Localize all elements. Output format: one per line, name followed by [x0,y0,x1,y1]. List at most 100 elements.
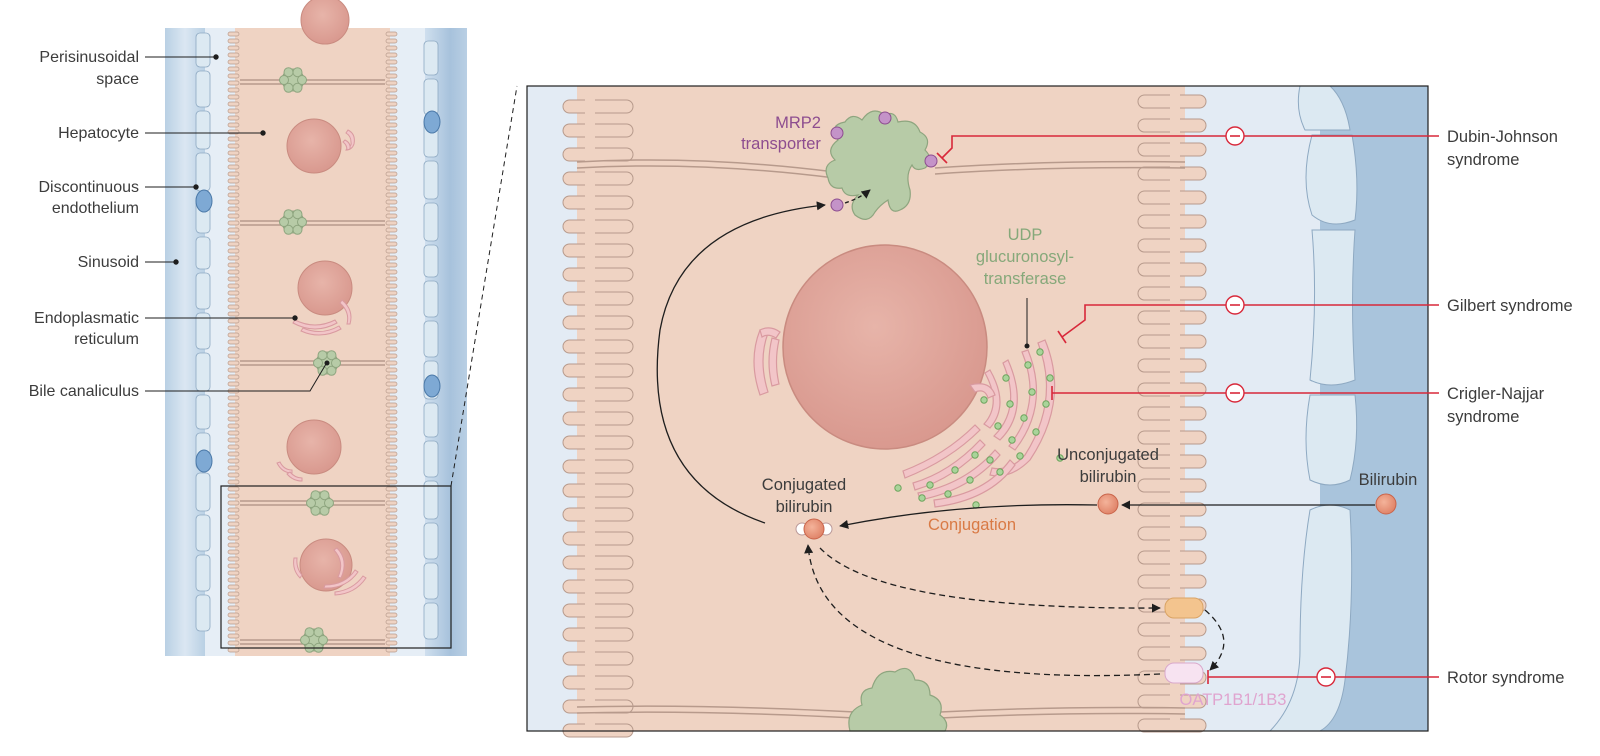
microvillus [227,626,240,632]
endothelial-cell [423,562,439,600]
endothelial-nucleus [195,449,213,473]
endothelial-cell [423,602,439,640]
ugt-enzyme [966,476,974,484]
inhibition-symbols [1225,126,1336,687]
microvillus [562,507,634,522]
microvillus [562,291,634,306]
endothelial-cell [195,394,211,430]
hepatocyte-nucleus [286,419,342,475]
microvillus [385,577,398,583]
microvillus [227,360,240,366]
microvillus [385,535,398,541]
left-panel: Perisinusoidal space Hepatocyte Disconti… [29,0,518,656]
mrp2-transporters [830,111,938,212]
ugt-enzyme [1008,436,1016,444]
microvillus [227,115,240,121]
mrp2-export-arrow [844,189,871,204]
microvillus [385,409,398,415]
ugt-enzyme [1032,428,1040,436]
canaliculus-lobe [297,217,307,227]
label-hepatocyte: Hepatocyte [58,125,139,142]
microvillus [227,304,240,310]
label-unconjugated-2: bilirubin [1080,468,1137,486]
microvillus [385,45,398,51]
microvillus [385,52,398,58]
microvillus [385,507,398,513]
microvillus [227,94,240,100]
microvillus [385,80,398,86]
endothelial-cell [423,480,439,520]
microvillus [385,633,398,639]
microvillus [227,423,240,429]
microvillus [562,579,634,594]
microvillus [385,605,398,611]
microvillus [227,570,240,576]
microvillus [385,101,398,107]
hepatocyte-nucleus [300,0,350,45]
canaliculus-lobe [310,505,321,516]
microvillus [227,640,240,646]
endothelial-nucleus [423,110,441,134]
ugt-enzyme [1020,414,1028,422]
microvillus [385,563,398,569]
microvillus [227,150,240,156]
endoplasmic-reticulum [753,327,1056,508]
efflux-transporter [1164,597,1204,619]
microvillus [227,619,240,625]
oatp-transporter [1164,662,1204,684]
microvillus [385,479,398,485]
microvillus [385,570,398,576]
to-canaliculus-arrow [656,201,826,524]
microvillus [227,248,240,254]
ugt-pointer-dot [1024,343,1030,349]
microvillus [227,521,240,527]
microvillus [227,38,240,44]
ugt-enzyme [980,396,988,404]
microvillus [227,612,240,618]
microvillus [227,311,240,317]
microvillus [385,528,398,534]
canaliculus-lobe [292,82,303,93]
microvillus [227,185,240,191]
endothelial-cell [195,514,211,552]
label-udp-2: glucuronosyl- [976,248,1074,266]
label-bile-canaliculus: Bile canaliculus [29,383,139,400]
ugt-enzyme [994,422,1002,430]
canaliculus-lobe [283,209,294,220]
microvillus [227,395,240,401]
microvillus [227,213,240,219]
microvillus [385,192,398,198]
reuptake-dashed-arrow [804,544,1161,677]
microvillus [385,171,398,177]
microvillus [385,248,398,254]
microvillus [562,147,634,162]
microvillus [385,514,398,520]
microvillus [385,304,398,310]
microvillus [227,283,240,289]
endothelial-cell [195,594,211,632]
label-er-1: Endoplasmatic [34,310,139,327]
endothelial-cell [195,152,211,192]
microvillus [562,363,634,378]
ugt-enzyme [1056,454,1064,462]
microvillus [227,500,240,506]
microvillus [562,603,634,618]
zoom-microvilli [562,90,1207,738]
microvillus [227,59,240,65]
microvillus [227,633,240,639]
microvillus [227,108,240,114]
microvillus [385,521,398,527]
microvillus [227,52,240,58]
canaliculus-lobe [283,67,294,78]
canaliculus-lobe [324,498,334,508]
microvillus [385,500,398,506]
microvillus [385,360,398,366]
microvillus [227,101,240,107]
microvillus [385,381,398,387]
canaliculus-lobe [318,635,328,645]
ugt-enzyme [944,490,952,498]
microvillus [227,332,240,338]
canaliculus-lobe [283,224,294,235]
unconjugated-bilirubin-molecule [1097,493,1119,515]
